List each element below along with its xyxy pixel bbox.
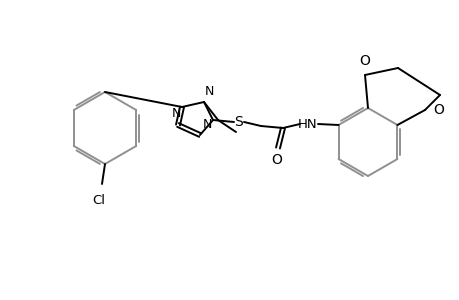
- Text: N: N: [202, 118, 212, 131]
- Text: S: S: [234, 115, 243, 129]
- Text: Cl: Cl: [92, 194, 105, 207]
- Text: N: N: [171, 107, 180, 120]
- Text: HN: HN: [297, 118, 317, 130]
- Text: O: O: [432, 103, 443, 117]
- Text: O: O: [359, 54, 369, 68]
- Text: N: N: [205, 85, 214, 98]
- Text: O: O: [271, 153, 282, 167]
